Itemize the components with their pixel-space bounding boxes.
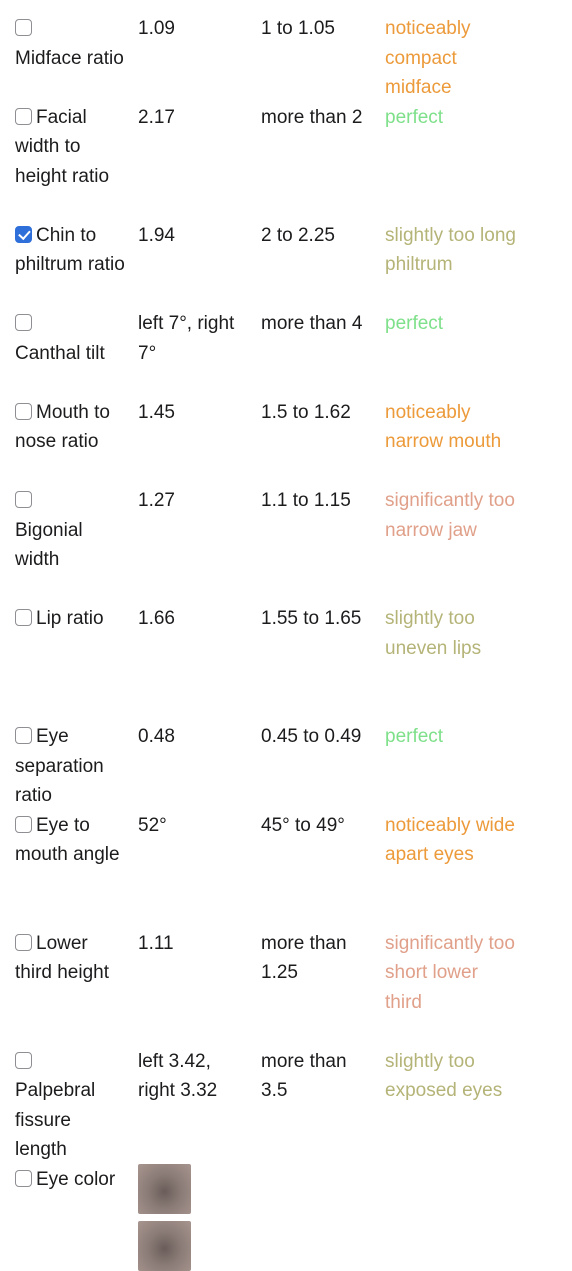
table-row: Lower third height 1.11 more than 1.25 s…: [0, 929, 572, 1047]
row-checkbox[interactable]: [15, 19, 32, 36]
metric-value: 1.09: [138, 18, 175, 39]
verdict: slightly too uneven lips: [385, 608, 482, 659]
metric-name: Chin to philtrum ratio: [15, 224, 125, 276]
table-row: Eye separation ratio 0.48 0.45 to 0.49 p…: [0, 722, 572, 811]
table-row: Mouth to nose ratio 1.45 1.5 to 1.62 not…: [0, 398, 572, 487]
eye-color-swatch: [138, 1220, 191, 1271]
metric-value: 1.27: [138, 490, 175, 511]
ideal-range: 2 to 2.25: [261, 224, 335, 246]
ideal-range: more than 3.5: [261, 1050, 347, 1102]
verdict: slightly too long philtrum: [385, 224, 516, 276]
metric-name: Palpebral fissure length: [15, 1080, 96, 1160]
metric-name-cell: Eye to mouth angle: [15, 811, 125, 870]
metric-name: Lip ratio: [36, 608, 104, 629]
metric-name: Canthal tilt: [15, 342, 105, 364]
metric-name: Eye separation ratio: [15, 726, 104, 806]
metric-value: 1.11: [138, 932, 174, 954]
metric-name: Lower third height: [15, 932, 110, 984]
metric-name: Mouth to nose ratio: [15, 401, 110, 453]
table-row: Palpebral fissure length left 3.42, righ…: [0, 1047, 572, 1165]
row-checkbox[interactable]: [15, 1169, 32, 1187]
metric-value: 1.66: [138, 608, 175, 629]
table-row: Facial width to height ratio 2.17 more t…: [0, 103, 572, 221]
row-checkbox[interactable]: [15, 933, 32, 951]
ideal-range: more than 4: [261, 313, 363, 334]
row-checkbox[interactable]: [15, 815, 32, 833]
metric-name-cell: Bigonial width: [15, 486, 125, 575]
verdict: perfect: [385, 726, 444, 747]
ideal-range: 1 to 1.05: [261, 18, 335, 39]
verdict: significantly too narrow jaw: [385, 490, 515, 541]
verdict: noticeably narrow mouth: [385, 401, 502, 453]
row-checkbox-checked[interactable]: [15, 225, 32, 243]
metric-name-cell: Palpebral fissure length: [15, 1047, 125, 1165]
metric-name-cell: Lip ratio: [15, 604, 125, 634]
metric-value: 1.94: [138, 224, 175, 246]
verdict: perfect: [385, 106, 444, 128]
metric-name-cell: Eye separation ratio: [15, 722, 125, 811]
facial-analysis-table: Midface ratio 1.09 1 to 1.05 noticeably …: [0, 14, 572, 1271]
table-row: Lip ratio 1.66 1.55 to 1.65 slightly too…: [0, 604, 572, 722]
metric-name: Bigonial width: [15, 519, 83, 571]
metric-name: Facial width to height ratio: [15, 106, 110, 187]
metric-value: 52°: [138, 814, 167, 836]
ideal-range: 0.45 to 0.49: [261, 726, 362, 747]
ideal-range: more than 2: [261, 106, 363, 128]
ideal-range: more than 1.25: [261, 932, 347, 984]
verdict: perfect: [385, 313, 444, 334]
metric-name-cell: Facial width to height ratio: [15, 103, 125, 192]
metric-value: 0.48: [138, 726, 175, 747]
metric-name-cell: Eye color: [15, 1165, 125, 1195]
verdict: slightly too exposed eyes: [385, 1050, 503, 1102]
metric-name-cell: Canthal tilt: [15, 309, 125, 368]
row-checkbox[interactable]: [15, 491, 32, 508]
verdict: noticeably compact midface: [385, 18, 471, 98]
metric-name: Midface ratio: [15, 47, 124, 69]
metric-name: Eye to mouth angle: [15, 814, 120, 866]
verdict: significantly too short lower third: [385, 932, 515, 1013]
ideal-range: 1.5 to 1.62: [261, 401, 351, 423]
table-row: Midface ratio 1.09 1 to 1.05 noticeably …: [0, 14, 572, 103]
metric-value: left 3.42, right 3.32: [138, 1050, 218, 1102]
table-row: Eye to mouth angle 52° 45° to 49° notice…: [0, 811, 572, 929]
ideal-range: 1.55 to 1.65: [261, 608, 362, 629]
table-row: Canthal tilt left 7°, right 7° more than…: [0, 309, 572, 398]
metric-name-cell: Lower third height: [15, 929, 125, 988]
metric-value: 2.17: [138, 106, 175, 128]
metric-name: Eye color: [36, 1168, 116, 1190]
row-checkbox[interactable]: [15, 402, 32, 420]
row-checkbox[interactable]: [15, 727, 32, 744]
metric-name-cell: Chin to philtrum ratio: [15, 221, 125, 280]
metric-name-cell: Midface ratio: [15, 14, 125, 73]
metric-name-cell: Mouth to nose ratio: [15, 398, 125, 457]
metric-value: left 7°, right 7°: [138, 313, 235, 364]
table-row: Bigonial width 1.27 1.1 to 1.15 signific…: [0, 486, 572, 604]
row-checkbox[interactable]: [15, 314, 32, 331]
metric-value: 1.45: [138, 401, 175, 423]
table-row: Eye color: [0, 1163, 572, 1271]
ideal-range: 1.1 to 1.15: [261, 490, 351, 511]
ideal-range: 45° to 49°: [261, 814, 345, 836]
verdict: noticeably wide apart eyes: [385, 814, 515, 866]
row-checkbox[interactable]: [15, 609, 32, 626]
eye-color-swatch: [138, 1163, 191, 1214]
table-row: Chin to philtrum ratio 1.94 2 to 2.25 sl…: [0, 221, 572, 310]
row-checkbox[interactable]: [15, 1051, 32, 1069]
row-checkbox[interactable]: [15, 107, 32, 125]
